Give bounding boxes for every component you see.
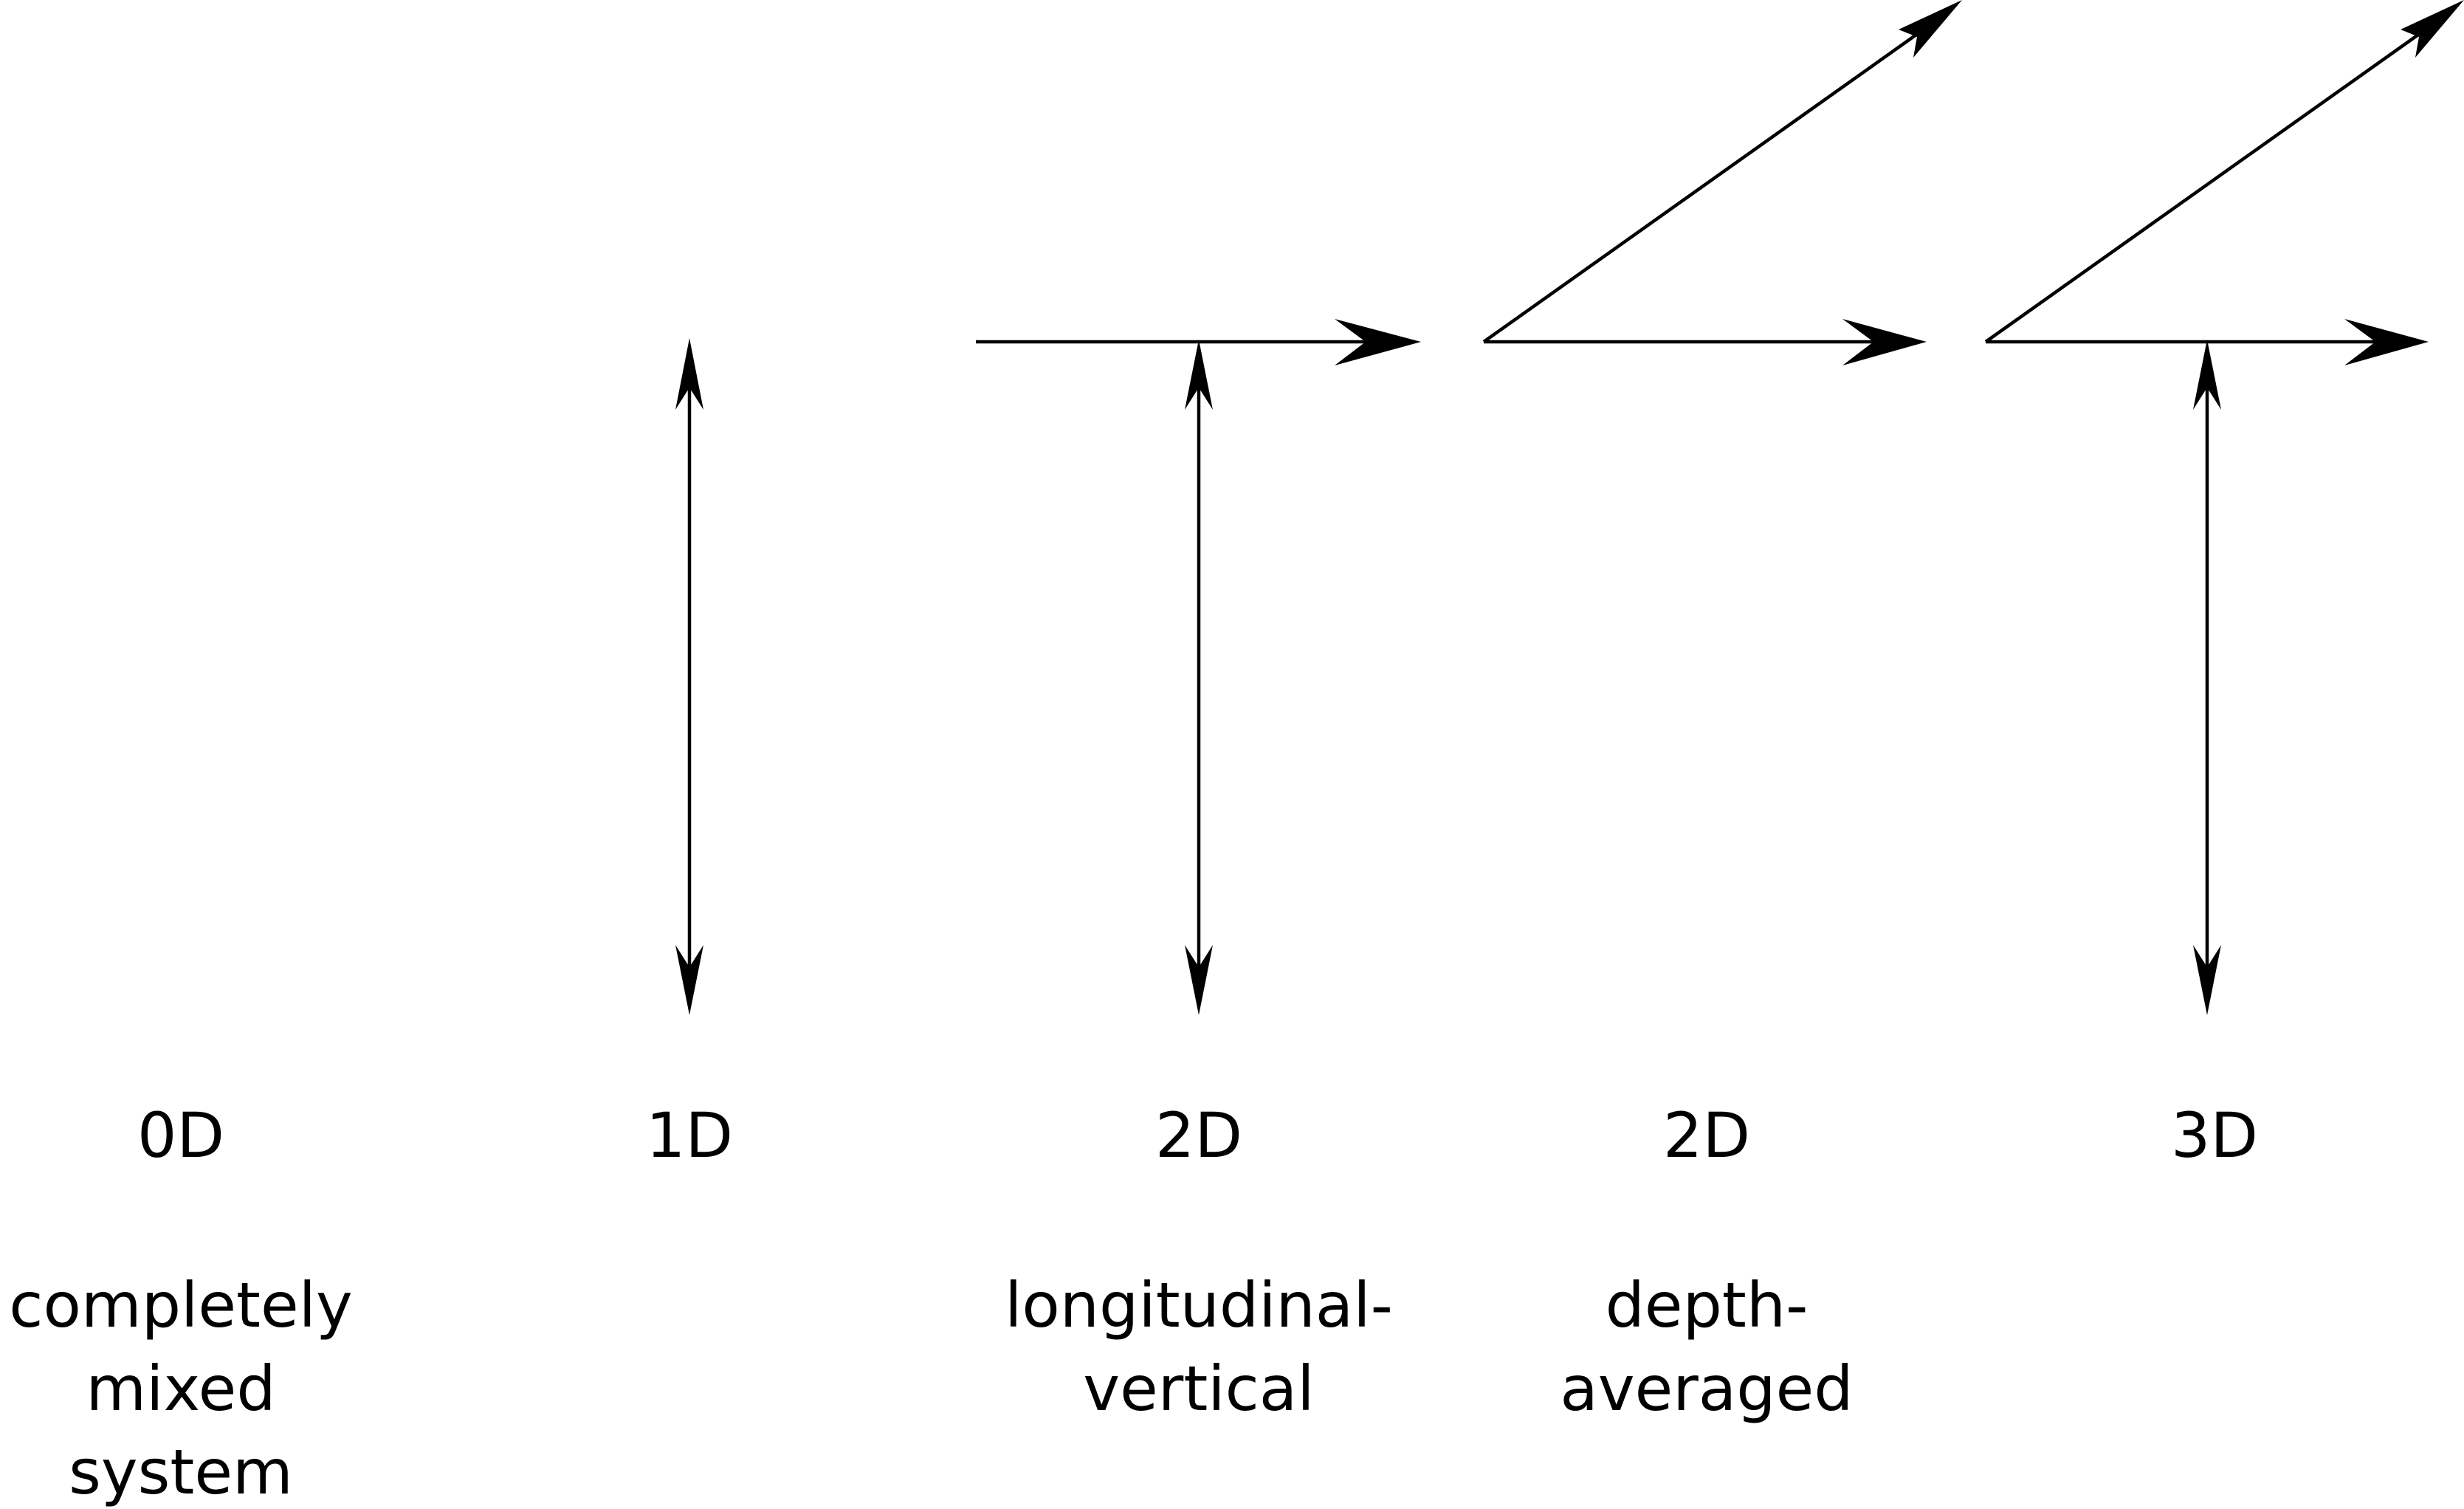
dimension-label-1d: 1D (646, 1099, 733, 1172)
arrowhead-down-2d-lv (1185, 945, 1213, 1015)
arrowhead-up-2d-lv (1185, 340, 1213, 410)
description-2d-lv-line-1: longitudinal- (1005, 1269, 1393, 1341)
dimension-label-3d: 3D (2171, 1099, 2258, 1172)
description-0d-line-3: system (69, 1436, 293, 1508)
panel-1d-arrows (675, 338, 703, 1015)
arrowhead-diagonal-3d (2401, 0, 2464, 58)
arrowhead-right-2d-lv (1335, 319, 1421, 365)
description-0d-line-2: mixed (86, 1352, 275, 1425)
description-2d-da-line-2: averaged (1560, 1352, 1853, 1425)
arrowhead-right-2d-da (1842, 319, 1927, 365)
dimension-label-2d-depth-averaged: 2D (1663, 1099, 1750, 1172)
arrowhead-diagonal-2d-da (1899, 0, 1962, 58)
diagonal-axis-3d (1984, 21, 2437, 343)
arrowhead-down-3d (2193, 945, 2221, 1015)
arrowhead-right-3d (2344, 319, 2429, 365)
description-0d-line-1: completely (9, 1269, 352, 1341)
panel-3d-arrows (1984, 0, 2464, 1015)
dimension-label-2d-longitudinal-vertical: 2D (1155, 1099, 1242, 1172)
arrowhead-up-1d (675, 338, 703, 410)
panel-2d-depth-averaged-arrows (1482, 0, 1962, 365)
arrowhead-up-3d (2193, 340, 2221, 410)
description-2d-lv-line-2: vertical (1083, 1352, 1314, 1425)
dimension-label-0d: 0D (137, 1099, 224, 1172)
panel-2d-longitudinal-vertical-arrows (976, 319, 1421, 1015)
diagonal-axis-2d-da (1482, 21, 1935, 343)
description-2d-da-line-1: depth- (1606, 1269, 1809, 1341)
arrowhead-down-1d (675, 945, 703, 1015)
